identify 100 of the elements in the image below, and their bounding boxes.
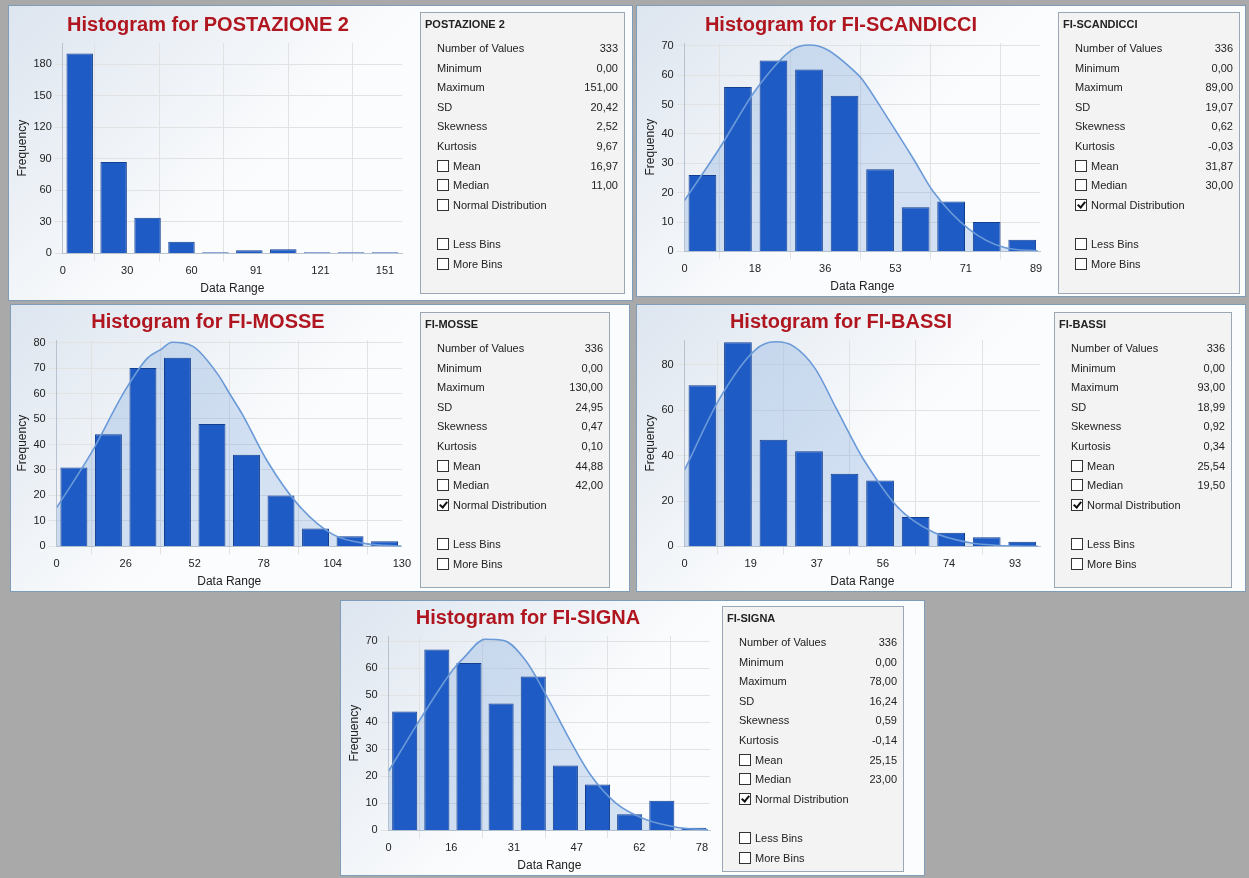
x-tick-label: 0 (53, 557, 60, 570)
y-tick-label: 40 (661, 127, 674, 140)
text: Kurtosis (1075, 140, 1115, 152)
text: 89,00 (1205, 80, 1233, 96)
x-tick-label: 104 (323, 557, 342, 570)
text: Minimum (437, 61, 482, 74)
text: Number of Values (1071, 342, 1159, 354)
text: Kurtosis (437, 440, 477, 452)
y-tick-label: 70 (661, 38, 674, 51)
y-tick-label: 10 (33, 513, 46, 526)
text: Maximum (437, 381, 485, 394)
text: FI-SIGNA (727, 612, 776, 624)
y-tick-label: 120 (33, 120, 52, 133)
text: 30,00 (1205, 178, 1233, 194)
text: Skewness (437, 120, 488, 133)
text: 25,15 (869, 752, 897, 768)
chart-title: Histogram for FI-BASSI (729, 309, 953, 332)
text: 0,59 (875, 713, 897, 729)
text: Maximum (739, 675, 787, 688)
text: Minimum (437, 361, 482, 374)
text: Maximum (437, 81, 485, 94)
x-axis-title: Data Range (197, 574, 262, 589)
text: Skewness (1075, 120, 1126, 133)
y-tick-label: 50 (33, 412, 46, 425)
x-tick-label: 53 (889, 262, 902, 275)
y-tick-label: 10 (365, 796, 378, 809)
x-tick-label: 0 (681, 262, 688, 275)
text: Mean (453, 459, 481, 472)
y-tick-label: 60 (39, 183, 52, 196)
y-tick-label: 70 (365, 634, 378, 647)
x-tick-label: 47 (570, 841, 583, 854)
y-tick-label: 30 (33, 462, 46, 475)
text: More Bins (453, 557, 503, 570)
x-tick-label: 130 (392, 557, 411, 570)
text: 19,50 (1197, 478, 1225, 494)
text: SD (437, 400, 453, 413)
y-tick-label: 40 (33, 437, 46, 450)
y-tick-label: 60 (33, 386, 46, 399)
text: 18,99 (1197, 399, 1225, 415)
x-tick-label: 78 (695, 841, 709, 854)
text: 0,00 (581, 360, 603, 376)
x-tick-label: 30 (121, 264, 134, 277)
y-axis-title: Frequency (346, 704, 361, 762)
y-tick-label: 70 (33, 361, 46, 374)
text: 44,88 (575, 458, 603, 474)
text: Minimum (739, 655, 784, 668)
text: Normal Distribution (453, 198, 547, 211)
y-tick-label: 10 (661, 215, 674, 228)
y-tick-label: 60 (661, 68, 674, 81)
x-tick-label: 89 (1029, 262, 1043, 275)
text: More Bins (1087, 557, 1137, 570)
text: 336 (1206, 341, 1225, 356)
y-tick-label: 30 (365, 742, 378, 755)
y-tick-label: 30 (39, 214, 52, 227)
text: Median (1087, 479, 1124, 492)
y-axis-title: Frequency (642, 414, 657, 472)
text: 23,00 (869, 772, 897, 788)
x-tick-label: 18 (748, 262, 762, 275)
text: Mean (1091, 159, 1119, 172)
text: 16,24 (869, 693, 897, 709)
y-tick-label: 50 (365, 688, 378, 701)
text: 93,00 (1197, 380, 1225, 396)
text: 336 (878, 635, 897, 650)
text: More Bins (755, 851, 805, 864)
text: SD (437, 100, 453, 113)
chart-title: Histogram for POSTAZIONE 2 (67, 12, 349, 35)
x-tick-label: 121 (311, 264, 330, 277)
x-tick-label: 0 (681, 557, 688, 570)
x-axis-title: Data Range (830, 574, 895, 589)
y-tick-label: 0 (667, 539, 674, 552)
text: 130,00 (569, 380, 603, 396)
y-tick-label: 0 (39, 539, 46, 552)
text: SD (1071, 400, 1087, 413)
text: Normal Distribution (453, 498, 547, 511)
text: Less Bins (453, 538, 501, 550)
y-tick-label: 60 (661, 403, 674, 416)
text: Kurtosis (437, 140, 477, 152)
text: Minimum (1071, 361, 1116, 374)
y-tick-label: 20 (33, 488, 46, 501)
text: Skewness (437, 420, 488, 433)
y-tick-label: 40 (365, 715, 378, 728)
text: 0,92 (1203, 419, 1225, 435)
text: POSTAZIONE 2 (425, 18, 505, 30)
y-tick-label: 20 (661, 494, 674, 507)
text: More Bins (1091, 257, 1141, 270)
text: 9,67 (596, 139, 618, 154)
text: 151,00 (584, 80, 618, 96)
x-tick-label: 31 (507, 841, 521, 854)
text: Median (453, 179, 490, 192)
text: -0,14 (871, 733, 897, 748)
text: 25,54 (1197, 458, 1225, 474)
text: 20,42 (590, 99, 618, 115)
text: Mean (453, 159, 481, 172)
text: Number of Values (1075, 42, 1163, 54)
text: 0,34 (1203, 439, 1225, 454)
x-axis-title: Data Range (830, 279, 895, 294)
y-tick-label: 150 (33, 88, 52, 101)
y-tick-label: 80 (661, 357, 674, 370)
y-tick-label: 50 (661, 97, 674, 110)
text: 0,10 (581, 439, 603, 454)
